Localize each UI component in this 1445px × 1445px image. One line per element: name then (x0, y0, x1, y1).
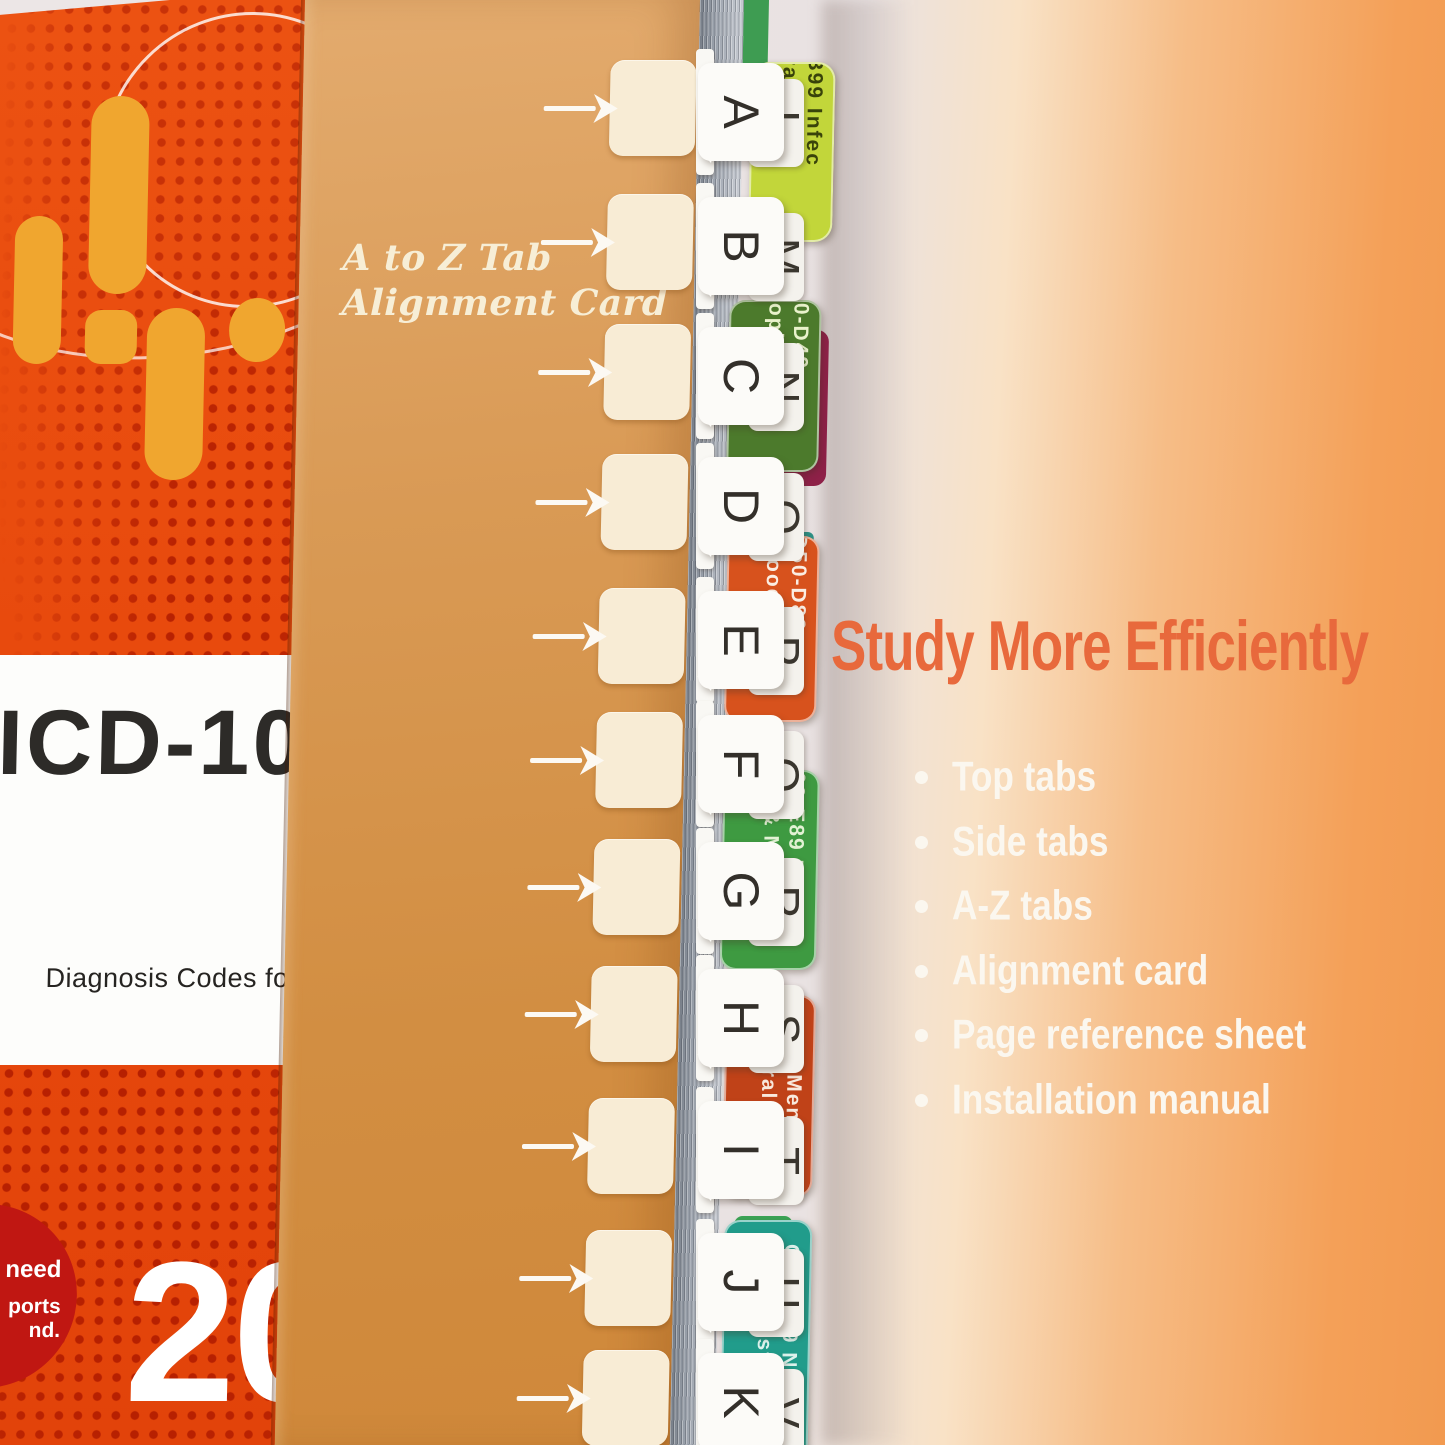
bullet-dot-icon (915, 899, 928, 913)
feature-bullet: Page reference sheet (915, 1011, 1435, 1059)
front-letter-tab: B (698, 197, 784, 295)
feature-bullet: A-Z tabs (915, 882, 1435, 930)
front-letter-tab: D (698, 457, 784, 555)
front-tab-letter: F (713, 748, 769, 780)
bullet-label: Page reference sheet (952, 1011, 1307, 1058)
bullet-label: Alignment card (952, 947, 1209, 994)
front-tab-letter: K (713, 1385, 769, 1419)
front-letter-tab: K (698, 1353, 784, 1445)
feature-bullet: Top tabs (915, 753, 1435, 801)
bullet-dot-icon (915, 964, 928, 978)
letter-tabs-layer: L A M B N C O D P E Q F R (0, 0, 860, 1445)
front-letter-tab: F (698, 715, 784, 813)
front-tab-letter: A (713, 95, 769, 129)
front-tab-letter: E (713, 623, 769, 657)
bullet-dot-icon (915, 770, 928, 784)
bullet-label: Installation manual (952, 1076, 1271, 1123)
front-letter-tab: C (698, 327, 784, 425)
front-tab-letter: D (713, 487, 769, 525)
front-tab-letter: H (713, 999, 769, 1037)
front-letter-tab: I (698, 1101, 784, 1199)
front-letter-tab: H (698, 969, 784, 1067)
front-letter-tab: G (698, 842, 784, 940)
front-tab-letter: J (713, 1269, 769, 1295)
front-letter-tab: J (698, 1233, 784, 1331)
bullet-label: Side tabs (952, 818, 1109, 865)
feature-bullet: Installation manual (915, 1076, 1435, 1124)
book-cast-shadow (822, 0, 912, 1445)
bullet-dot-icon (915, 1028, 928, 1042)
feature-bullet: Side tabs (915, 818, 1435, 866)
bullet-label: Top tabs (952, 753, 1097, 800)
bullet-dot-icon (915, 835, 928, 849)
front-tab-letter: C (713, 357, 769, 395)
front-letter-tab: A (698, 63, 784, 161)
front-letter-tab: E (698, 591, 784, 689)
front-tab-letter: I (713, 1143, 769, 1157)
front-tab-letter: G (713, 871, 769, 911)
bullet-label: A-Z tabs (952, 882, 1093, 929)
feature-bullet: Alignment card (915, 947, 1435, 995)
front-tab-letter: B (713, 229, 769, 263)
bullet-dot-icon (915, 1093, 928, 1107)
